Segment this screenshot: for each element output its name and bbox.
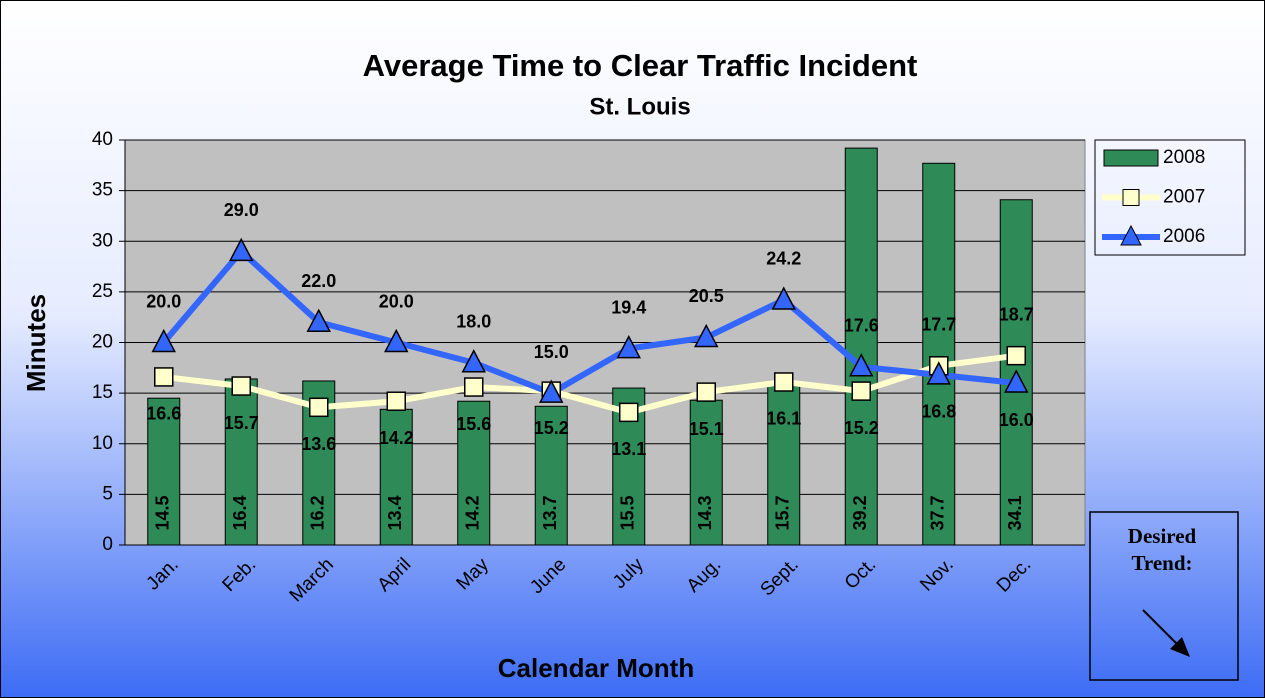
marker [231, 376, 251, 396]
bar [457, 400, 491, 546]
marker [229, 237, 254, 262]
marker [616, 334, 641, 359]
line-value-label: 20.5 [689, 286, 724, 306]
legend-label: 2007 [1163, 187, 1205, 208]
line-series [161, 247, 1017, 397]
annotation-box [1089, 511, 1239, 681]
line-value-label: 15.0 [534, 342, 569, 362]
y-tick-label: 15 [92, 382, 113, 403]
line-value-label: 29.0 [224, 200, 259, 220]
y-axis-label: Minutes [21, 294, 51, 392]
marker [694, 323, 719, 348]
marker [154, 367, 174, 387]
line-value-label: 22.0 [301, 271, 336, 291]
marker [774, 372, 794, 392]
trend-arrow [1142, 609, 1179, 646]
bar [147, 397, 181, 546]
line-value-label: 15.2 [534, 418, 569, 438]
bar-value-label: 13.7 [540, 495, 560, 530]
bar-value-label: 16.4 [230, 495, 250, 530]
marker [384, 328, 409, 353]
marker [464, 377, 484, 397]
legend-marker [1120, 224, 1142, 246]
y-tick-label: 40 [92, 129, 113, 150]
bar-value-label: 34.1 [1005, 495, 1025, 530]
chart-title: Average Time to Clear Traffic Incident [363, 48, 918, 83]
bar [534, 405, 568, 546]
marker [1004, 369, 1029, 393]
marker [151, 328, 176, 353]
marker [771, 286, 796, 310]
trend-arrow-head [1170, 637, 1190, 657]
legend-label: 2008 [1163, 147, 1205, 168]
marker [309, 397, 329, 418]
legend-label: 2006 [1163, 226, 1205, 247]
line-value-label: 13.6 [301, 434, 336, 454]
marker [851, 381, 871, 401]
marker [306, 308, 331, 332]
bar-value-label: 39.2 [850, 495, 870, 530]
marker [926, 361, 951, 385]
y-tick-label: 35 [92, 180, 113, 201]
line-value-label: 15.2 [844, 418, 879, 438]
line-value-label: 15.6 [456, 414, 491, 434]
y-tick-label: 25 [92, 281, 113, 302]
bar-value-label: 14.5 [153, 495, 173, 530]
y-tick-label: 10 [92, 433, 113, 454]
line-value-label: 24.2 [766, 249, 801, 269]
bar-value-label: 16.2 [308, 495, 328, 530]
line-value-label: 15.1 [689, 419, 724, 439]
legend-box [1094, 139, 1246, 256]
y-tick-label: 5 [102, 483, 113, 504]
line-value-label: 20.0 [146, 291, 181, 311]
bar [767, 385, 801, 546]
bar-value-label: 13.4 [385, 495, 405, 530]
y-tick-label: 30 [92, 230, 113, 251]
bar-value-label: 15.7 [773, 495, 793, 530]
bar-value-label: 37.7 [928, 495, 948, 530]
marker [461, 349, 486, 373]
marker [696, 382, 716, 402]
line-value-label: 16.1 [766, 409, 801, 429]
marker [1006, 345, 1026, 366]
x-axis-label: Calendar Month [498, 653, 694, 683]
bar [922, 162, 956, 546]
bar-value-label: 14.3 [695, 495, 715, 530]
marker [849, 353, 874, 377]
line-value-label: 17.7 [921, 315, 956, 335]
legend-swatch [1103, 149, 1159, 167]
line-value-label: 18.0 [456, 312, 491, 332]
bar [379, 408, 413, 546]
line-value-label: 15.7 [224, 413, 259, 433]
bar-value-label: 14.2 [463, 495, 483, 530]
marker [539, 379, 564, 403]
line-value-label: 19.4 [611, 297, 646, 317]
annotation-text: Trend: [1131, 551, 1192, 575]
marker [386, 391, 406, 411]
line-value-label: 17.6 [844, 316, 879, 336]
bar-value-label: 15.5 [618, 495, 638, 530]
chart-subtitle: St. Louis [589, 93, 690, 120]
y-tick-label: 0 [102, 534, 113, 555]
line-value-label: 14.2 [379, 428, 414, 448]
line-value-label: 20.0 [379, 291, 414, 311]
bar [224, 378, 258, 546]
line-value-label: 16.8 [921, 402, 956, 422]
line-value-label: 16.0 [999, 410, 1034, 430]
line-value-label: 18.7 [999, 304, 1034, 324]
line-value-label: 13.1 [611, 439, 646, 459]
y-tick-label: 20 [92, 332, 113, 353]
legend-marker [1122, 189, 1140, 206]
annotation-text: Desired [1128, 524, 1197, 548]
marker [619, 402, 639, 423]
line-value-label: 16.6 [146, 404, 181, 424]
bar [844, 147, 878, 546]
line-series [163, 352, 1017, 416]
